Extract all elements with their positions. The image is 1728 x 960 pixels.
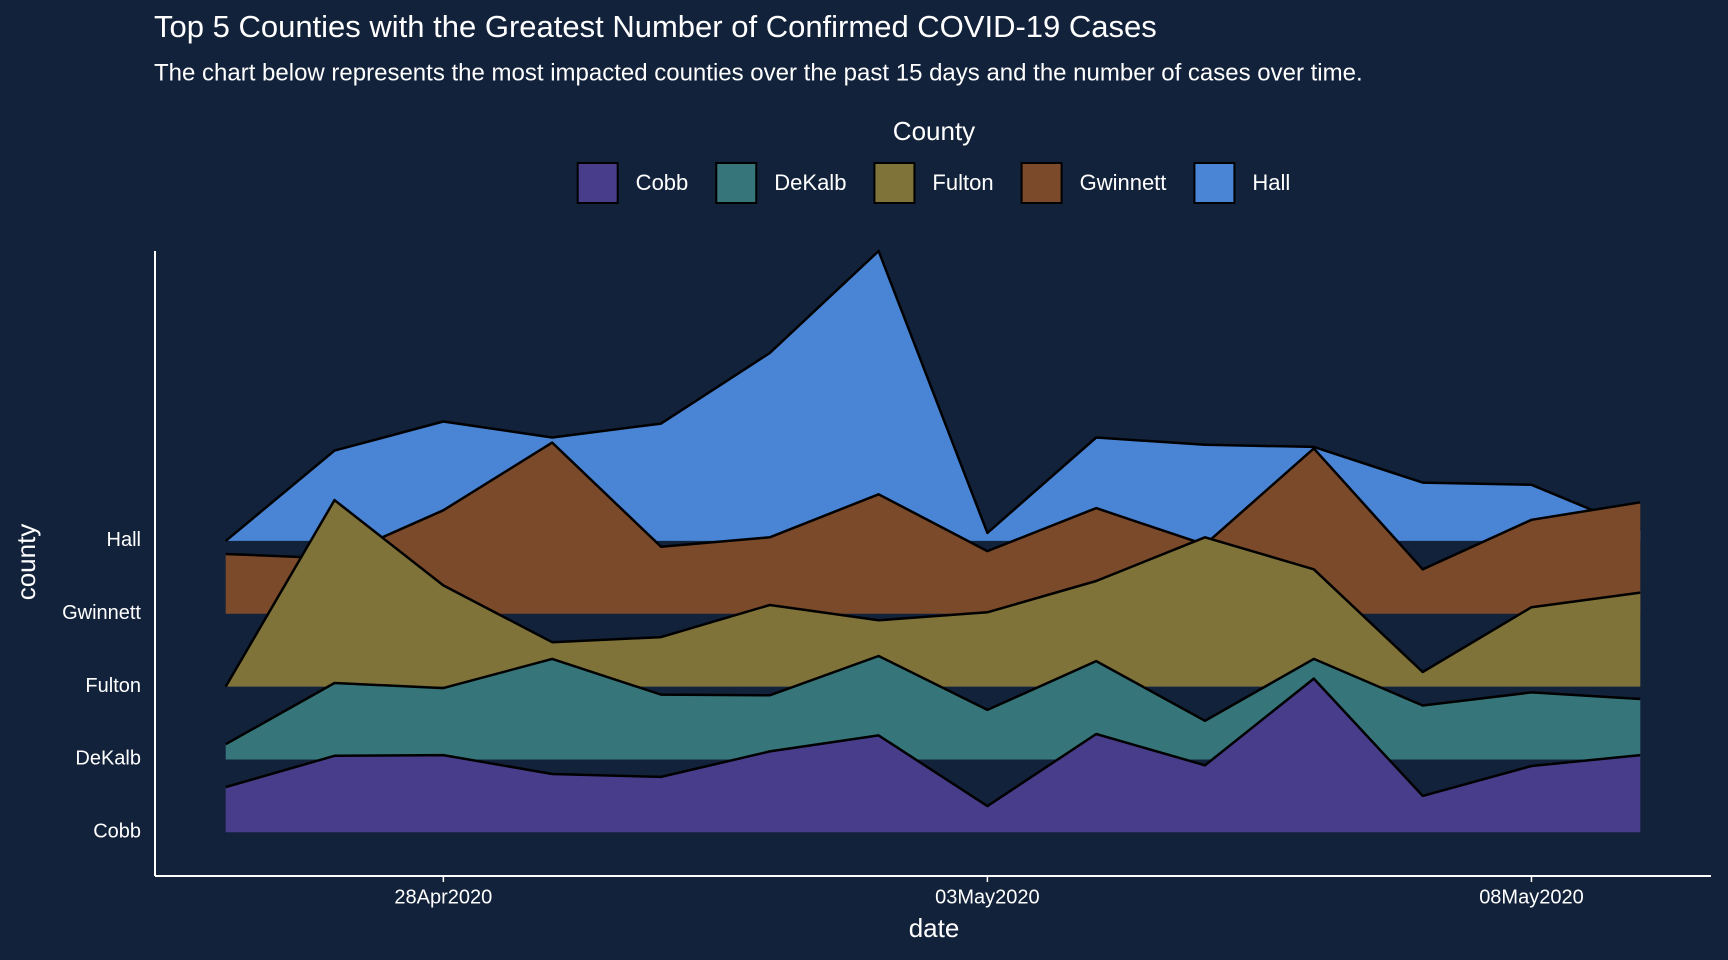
legend-key xyxy=(873,162,916,204)
ridge-area xyxy=(225,678,1641,833)
chart-title: Top 5 Counties with the Greatest Number … xyxy=(154,9,1157,44)
legend-label: Hall xyxy=(1252,170,1290,195)
legend-label: DeKalb xyxy=(774,170,846,195)
legend-label: Gwinnett xyxy=(1080,170,1167,195)
y-tick-label: Gwinnett xyxy=(62,602,141,624)
y-tick-label: Fulton xyxy=(85,675,141,697)
ridge-line xyxy=(225,677,1641,808)
x-tick-label: 03May2020 xyxy=(935,886,1040,908)
legend-label: Fulton xyxy=(932,170,993,195)
x-tick-label: 08May2020 xyxy=(1479,886,1584,908)
y-tick-label: DeKalb xyxy=(75,748,141,770)
y-axis-title: county xyxy=(11,524,41,601)
legend-key xyxy=(1020,162,1063,204)
legend-title: County xyxy=(893,116,975,146)
x-tick-label: 28Apr2020 xyxy=(394,886,492,908)
ridge-line xyxy=(224,249,1641,542)
chart-subtitle: The chart below represents the most impa… xyxy=(154,59,1363,86)
legend-key xyxy=(576,162,619,204)
ridge-line xyxy=(224,498,1641,688)
legend-key xyxy=(715,162,758,204)
ridge-area xyxy=(225,251,1641,541)
ridge-line xyxy=(225,654,1641,746)
ridge-area xyxy=(225,500,1641,687)
x-axis-title: date xyxy=(909,913,960,943)
ridge-line xyxy=(225,441,1641,571)
legend-key xyxy=(1193,162,1236,204)
y-tick-label: Cobb xyxy=(93,821,141,843)
y-tick-label: Hall xyxy=(107,529,141,551)
legend-label: Cobb xyxy=(636,170,689,195)
legend: Cobb DeKalb Fulton Gwinnett Hall xyxy=(576,162,1290,204)
